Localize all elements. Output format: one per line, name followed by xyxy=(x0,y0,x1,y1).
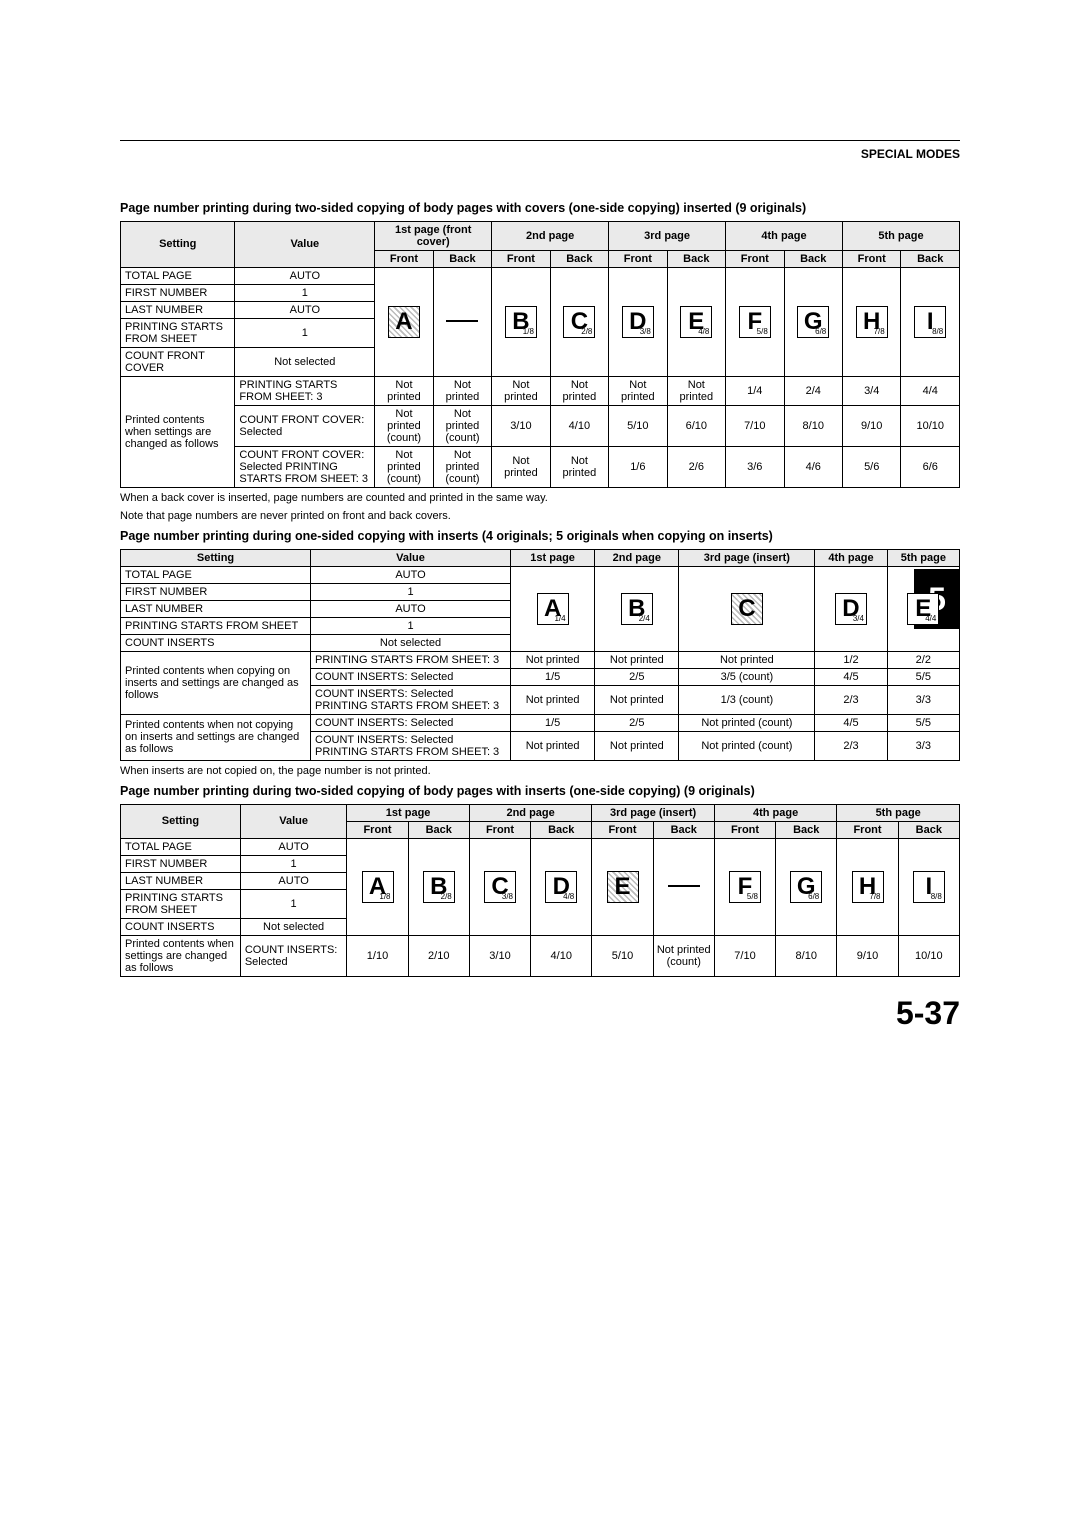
page-diagram-cell: B2/4 xyxy=(595,566,679,651)
table-row: PRINTING STARTS FROM SHEET xyxy=(121,617,311,634)
page-diagram-cell: H7/8 xyxy=(842,267,900,376)
page-diagram-cell: B2/8 xyxy=(408,838,469,935)
table-row: LAST NUMBER xyxy=(121,600,311,617)
table-row: FIRST NUMBER xyxy=(121,284,235,301)
s2-h-p4: 4th page xyxy=(815,549,887,566)
s3-h-p5: 5th page xyxy=(837,804,960,821)
page-diagram-cell: A xyxy=(375,267,433,376)
section3-table: Setting Value 1st page 2nd page 3rd page… xyxy=(120,804,960,977)
group-label: Printed contents when settings are chang… xyxy=(121,935,241,976)
table-row: COUNT INSERTS: Selected xyxy=(240,935,347,976)
table-row: PRINTING STARTS FROM SHEET: 3 xyxy=(235,376,375,405)
s1-h-p5: 5th page xyxy=(842,221,959,250)
table-row: PRINTING STARTS FROM SHEET: 3 xyxy=(311,651,511,668)
table-row: TOTAL PAGE xyxy=(121,838,241,855)
table-row: TOTAL PAGE xyxy=(121,267,235,284)
section1-note1: When a back cover is inserted, page numb… xyxy=(120,491,960,505)
s3-h-setting: Setting xyxy=(121,804,241,838)
s1-h-setting: Setting xyxy=(121,221,235,267)
s2-h-p3: 3rd page (insert) xyxy=(679,549,815,566)
group-label: Printed contents when copying on inserts… xyxy=(121,651,311,714)
table-row: COUNT INSERTS xyxy=(121,634,311,651)
table-row: COUNT FRONT COVER xyxy=(121,347,235,376)
page-diagram-cell: B1/8 xyxy=(492,267,550,376)
group-label: Printed contents when not copying on ins… xyxy=(121,714,311,760)
group-label: Printed contents when settings are chang… xyxy=(121,376,235,487)
page-diagram-cell: E4/8 xyxy=(667,267,725,376)
page-diagram-cell: C3/8 xyxy=(469,838,530,935)
page-diagram-cell: A1/8 xyxy=(347,838,408,935)
s2-h-value: Value xyxy=(311,549,511,566)
page-diagram-cell: E xyxy=(592,838,653,935)
s3-h-p1: 1st page xyxy=(347,804,470,821)
page-diagram-cell: F5/8 xyxy=(726,267,784,376)
section2-title: Page number printing during one-sided co… xyxy=(120,529,960,545)
s2-h-p5: 5th page xyxy=(887,549,959,566)
section2-table: Setting Value 1st page 2nd page 3rd page… xyxy=(120,549,960,761)
page-diagram-cell: D3/8 xyxy=(609,267,667,376)
table-row: PRINTING STARTS FROM SHEET xyxy=(121,889,241,918)
page-diagram-cell: E4/4 xyxy=(887,566,959,651)
page-diagram-cell xyxy=(653,838,714,935)
s3-h-p3: 3rd page (insert) xyxy=(592,804,715,821)
page-number: 5-37 xyxy=(120,995,960,1032)
table-row: COUNT INSERTS: Selected PRINTING STARTS … xyxy=(311,731,511,760)
s2-h-p1: 1st page xyxy=(511,549,595,566)
section1-title: Page number printing during two-sided co… xyxy=(120,201,960,217)
page-diagram-cell: C xyxy=(679,566,815,651)
s1-h-p1: 1st page (front cover) xyxy=(375,221,492,250)
table-row: TOTAL PAGE xyxy=(121,566,311,583)
page-diagram-cell: F5/8 xyxy=(714,838,775,935)
s3-h-value: Value xyxy=(240,804,347,838)
section2-note: When inserts are not copied on, the page… xyxy=(120,764,960,778)
s1-h-p3: 3rd page xyxy=(609,221,726,250)
s2-h-setting: Setting xyxy=(121,549,311,566)
page-diagram-cell: A1/4 xyxy=(511,566,595,651)
s1-h-value: Value xyxy=(235,221,375,267)
table-row: COUNT FRONT COVER: Selected xyxy=(235,405,375,446)
page-diagram-cell: G6/8 xyxy=(776,838,837,935)
table-row: LAST NUMBER xyxy=(121,872,241,889)
table-row: FIRST NUMBER xyxy=(121,855,241,872)
section3-title: Page number printing during two-sided co… xyxy=(120,784,960,800)
table-row: FIRST NUMBER xyxy=(121,583,311,600)
page-diagram-cell: D3/4 xyxy=(815,566,887,651)
s2-h-p2: 2nd page xyxy=(595,549,679,566)
table-row: COUNT FRONT COVER: Selected PRINTING STA… xyxy=(235,446,375,487)
page-diagram-cell: H7/8 xyxy=(837,838,898,935)
table-row: COUNT INSERTS: Selected xyxy=(311,714,511,731)
table-row: COUNT INSERTS: Selected PRINTING STARTS … xyxy=(311,685,511,714)
table-row: COUNT INSERTS xyxy=(121,918,241,935)
s1-h-p2: 2nd page xyxy=(492,221,609,250)
section1-note2: Note that page numbers are never printed… xyxy=(120,509,960,523)
section1-table: Setting Value 1st page (front cover) 2nd… xyxy=(120,221,960,488)
s3-h-p4: 4th page xyxy=(714,804,837,821)
page-diagram-cell: C2/8 xyxy=(550,267,608,376)
page-diagram-cell: D4/8 xyxy=(531,838,592,935)
page-diagram-cell: I8/8 xyxy=(901,267,960,376)
table-row: COUNT INSERTS: Selected xyxy=(311,668,511,685)
table-row: PRINTING STARTS FROM SHEET xyxy=(121,318,235,347)
page-diagram-cell xyxy=(433,267,491,376)
header-section: SPECIAL MODES xyxy=(120,147,960,161)
page-diagram-cell: G6/8 xyxy=(784,267,842,376)
page-diagram-cell: I8/8 xyxy=(898,838,959,935)
s1-h-p4: 4th page xyxy=(726,221,843,250)
table-row: LAST NUMBER xyxy=(121,301,235,318)
s3-h-p2: 2nd page xyxy=(469,804,592,821)
